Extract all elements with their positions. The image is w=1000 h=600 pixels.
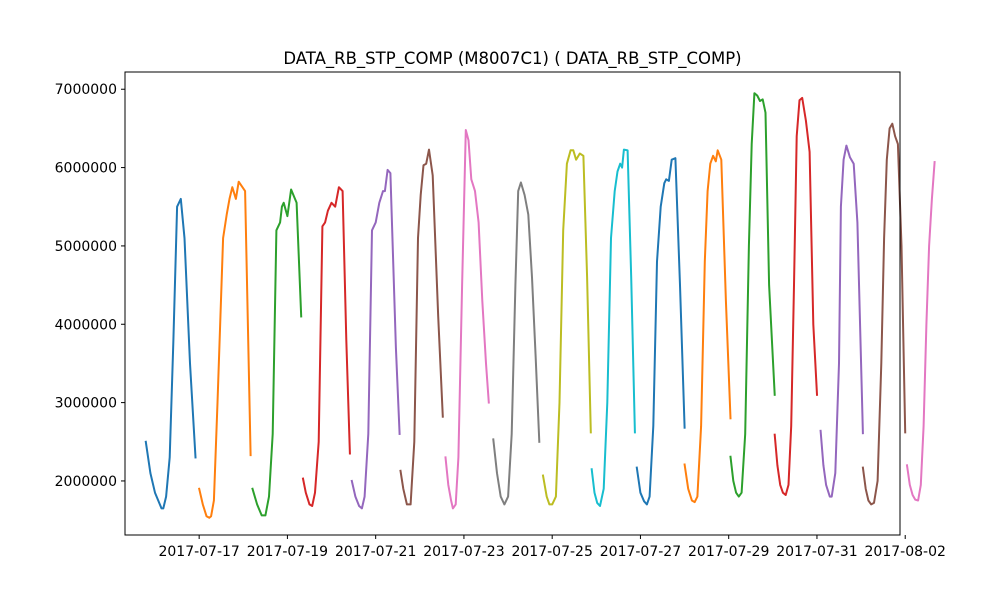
series-line-15 (819, 144, 864, 498)
y-tick-label-4: 5000000 (55, 239, 117, 255)
x-tick-label-3: 2017-07-21 (335, 544, 416, 560)
series-line-16 (861, 122, 907, 506)
series-line-17 (905, 161, 936, 502)
series-line-2 (198, 180, 252, 519)
series-line-5 (350, 168, 401, 510)
x-tick-label-7: 2017-07-29 (688, 544, 769, 560)
y-tick-label-1: 2000000 (55, 474, 117, 490)
series-line-12 (683, 149, 732, 504)
y-tick-label-3: 4000000 (55, 317, 117, 333)
x-tick-label-9: 2017-08-02 (865, 544, 946, 560)
y-tick-label-5: 6000000 (55, 161, 117, 177)
series-line-9 (541, 149, 592, 506)
series-line-3 (251, 188, 303, 517)
x-axis: 2017-07-17 2017-07-19 2017-07-21 2017-07-23… (158, 535, 946, 560)
y-tick-label-6: 7000000 (55, 82, 117, 98)
series-line-14 (773, 96, 819, 496)
series-line-7 (444, 129, 490, 510)
series-line-4 (301, 186, 351, 507)
x-tick-label-4: 2017-07-23 (423, 544, 504, 560)
series-layer (144, 92, 936, 519)
series-line-13 (729, 92, 776, 498)
series-line-1 (144, 197, 197, 510)
chart-title: DATA_RB_STP_COMP (M8007C1) ( DATA_RB_STP… (283, 49, 741, 69)
y-tick-label-2: 3000000 (55, 396, 117, 412)
series-line-10 (590, 148, 636, 507)
y-axis: 2000000 3000000 4000000 5000000 6000000 70000… (55, 82, 125, 490)
x-tick-label-6: 2017-07-27 (600, 544, 681, 560)
series-line-6 (399, 148, 444, 506)
series-line-8 (492, 181, 541, 506)
series-line-11 (635, 157, 686, 506)
plot-area-frame (124, 71, 901, 536)
x-tick-label-5: 2017-07-25 (511, 544, 592, 560)
x-tick-label-2: 2017-07-19 (247, 544, 328, 560)
x-tick-label-8: 2017-07-31 (776, 544, 857, 560)
x-tick-label-1: 2017-07-17 (158, 544, 239, 560)
